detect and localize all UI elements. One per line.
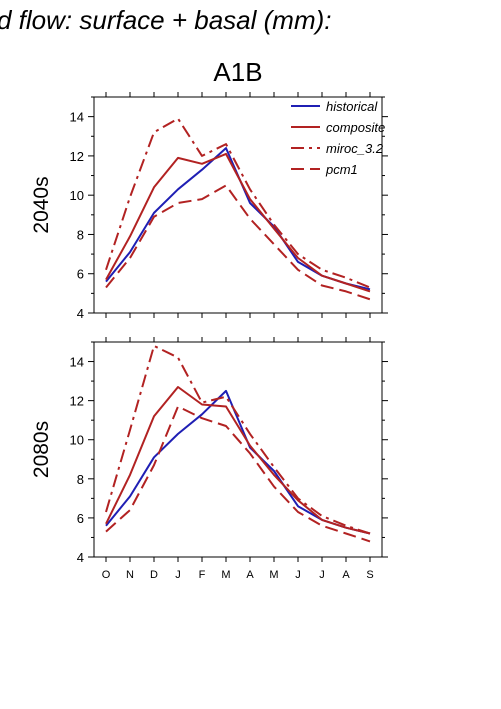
legend-label: historical (326, 99, 378, 114)
series-line-miroc-3-2 (105, 117, 371, 289)
x-tick-label: S (366, 569, 373, 581)
series-line-miroc-3-2 (105, 344, 371, 535)
legend-label: miroc_3.2 (326, 141, 384, 156)
y-tick-label: 4 (77, 550, 84, 565)
y-tick-label: 12 (70, 394, 84, 409)
y-tick-label: 12 (70, 149, 84, 164)
y-tick-label: 10 (70, 188, 84, 203)
x-tick-label: J (295, 569, 301, 581)
y-tick-label: 14 (70, 355, 84, 370)
y-tick-label: 6 (77, 511, 84, 526)
panel-2: 4 6 8 10 12 14 O N D J F M A M J J A S 2080s (30, 337, 388, 581)
plot-frame (93, 341, 383, 558)
x-tick-label: D (150, 569, 158, 581)
legend-label: pcm1 (325, 162, 358, 177)
x-tick-label: N (126, 569, 134, 581)
x-tick-label: A (246, 569, 254, 581)
legend-label: composite (326, 120, 385, 135)
x-tick-label: J (319, 569, 325, 581)
x-tick-label: M (221, 569, 230, 581)
x-tick-label: J (175, 569, 181, 581)
y-tick-label: 10 (70, 433, 84, 448)
series-line-composite (105, 152, 371, 293)
x-tick-label: F (199, 569, 206, 581)
plot-frame (93, 96, 383, 314)
series-line-historical (105, 389, 371, 535)
scenario-label: A1B (213, 57, 262, 87)
series-line-pcm1 (105, 184, 371, 301)
series-line-composite (105, 386, 371, 535)
x-tick-label: M (269, 569, 278, 581)
y-axis-label: 2040s (30, 176, 53, 233)
legend: historical composite miroc_3.2 pcm1 (291, 99, 385, 177)
y-tick-label: 6 (77, 267, 84, 282)
series-line-pcm1 (105, 405, 371, 543)
y-tick-label: 4 (77, 306, 84, 321)
y-tick-label: 8 (77, 472, 84, 487)
panel-1: 4 6 8 10 12 14 2040s historical composite miroc_3… (30, 92, 388, 321)
y-axis-label: 2080s (30, 421, 53, 478)
y-tick-label: 14 (70, 110, 84, 125)
x-tick-label: A (342, 569, 350, 581)
y-tick-label: 8 (77, 227, 84, 242)
chart-panels: 4 6 8 10 12 14 2040s historical composite miroc_3… (30, 92, 388, 581)
x-tick-label: O (102, 569, 111, 581)
figure-title: d flow: surface + basal (mm): (0, 5, 332, 35)
